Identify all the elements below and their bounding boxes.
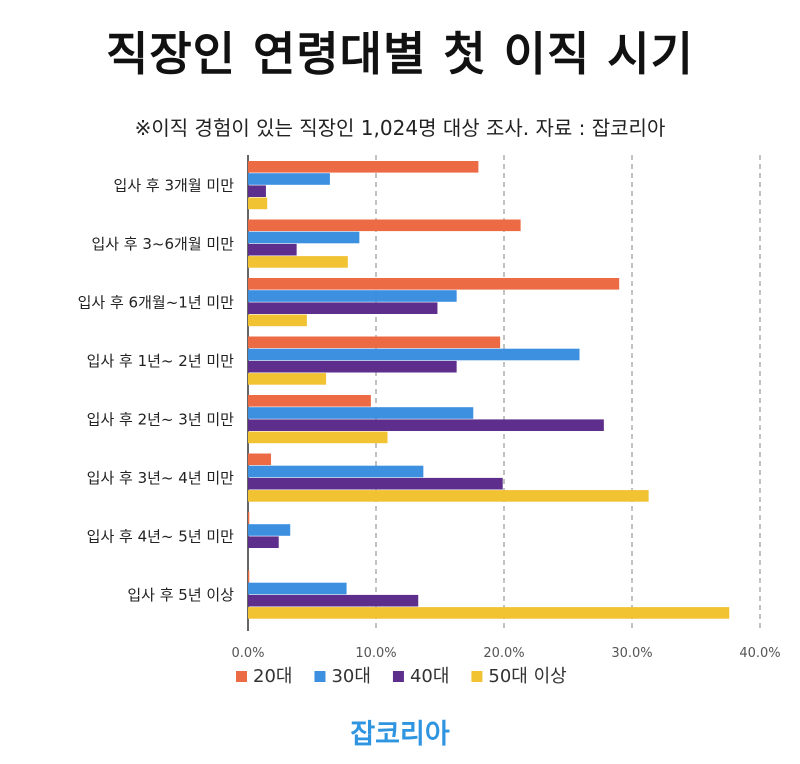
bar [248, 197, 268, 210]
category-label: 입사 후 4년~ 5년 미만 [87, 527, 235, 545]
x-tick-label: 10.0% [355, 646, 396, 661]
category-label: 입사 후 2년~ 3년 미만 [87, 410, 235, 428]
bar [248, 231, 360, 244]
legend-label: 20대 [253, 666, 292, 687]
legend-label: 50대 이상 [488, 666, 566, 687]
category-label: 입사 후 3~6개월 미만 [91, 235, 234, 253]
bar [248, 314, 307, 327]
bar [248, 302, 438, 314]
brand-logo-text: 잡코리아 [350, 719, 450, 750]
category-label: 입사 후 6개월~1년 미만 [78, 293, 235, 311]
bar [248, 161, 479, 173]
bar [248, 219, 521, 232]
bar [248, 512, 250, 524]
legend-swatch [471, 671, 483, 682]
chart-subtitle: ※이직 경험이 있는 직장인 1,024명 대상 조사. 자료 : 잡코리아 [134, 116, 666, 140]
bar [248, 453, 272, 466]
bar [248, 570, 250, 583]
legend-label: 30대 [331, 666, 370, 687]
bar [248, 278, 620, 290]
category-label: 입사 후 3년~ 4년 미만 [87, 469, 235, 487]
bar [248, 336, 501, 349]
bar [248, 256, 348, 268]
bar [248, 477, 503, 490]
bar [248, 536, 279, 548]
bar [248, 373, 327, 385]
bar [248, 490, 649, 502]
bar [248, 290, 457, 302]
bar [248, 594, 419, 607]
bar [248, 173, 330, 185]
bar [248, 360, 457, 373]
category-label: 입사 후 1년~ 2년 미만 [87, 352, 235, 370]
bar [248, 431, 388, 444]
x-tick-label: 30.0% [611, 646, 652, 661]
x-tick-label: 40.0% [739, 646, 780, 661]
legend: 20대 30대 40대 50대 이상 [236, 666, 567, 687]
bar [248, 243, 297, 256]
bar [248, 348, 580, 361]
bar [248, 607, 730, 619]
bars [248, 161, 730, 619]
bar [248, 582, 347, 595]
legend-label: 40대 [410, 666, 449, 687]
legend-swatch [392, 671, 404, 682]
category-label: 입사 후 5년 이상 [127, 586, 234, 604]
bar [248, 395, 371, 407]
bar [248, 407, 474, 419]
bar [248, 465, 424, 478]
bar [248, 419, 604, 431]
legend-swatch [236, 671, 247, 682]
x-tick-label: 20.0% [483, 646, 524, 661]
legend-swatch [314, 671, 326, 682]
chart-title: 직장인 연령대별 첫 이직 시기 [106, 27, 694, 81]
x-tick-label: 0.0% [231, 646, 264, 661]
category-label: 입사 후 3개월 미만 [114, 176, 235, 194]
bar [248, 524, 291, 536]
x-tick-labels: 0.0% 10.0% 20.0% 30.0% 40.0% [231, 646, 780, 661]
bar [248, 185, 266, 197]
